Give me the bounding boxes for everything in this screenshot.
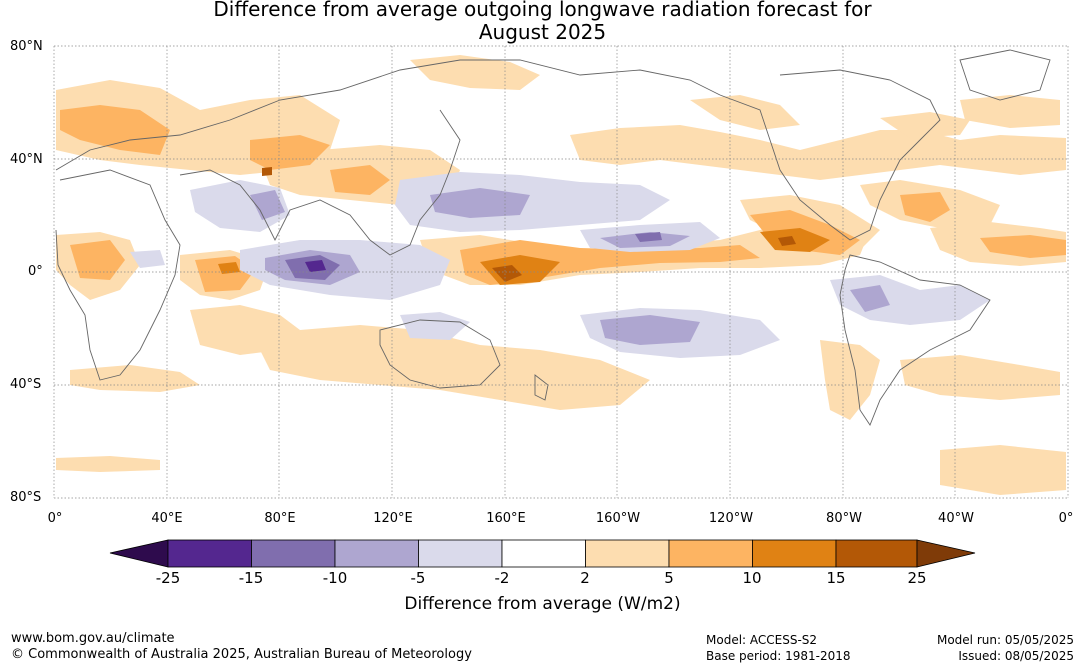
colorbar-bin [501,539,586,568]
colorbar-over-triangle [916,539,976,568]
colorbar-bin [418,539,503,568]
footer-website[interactable]: www.bom.gov.au/climate [11,631,175,646]
colorbar [109,539,976,568]
colorbar-tick: -2 [494,569,510,587]
lon-label-160e: 160°E [486,511,526,526]
lat-label-80n: 80°N [10,39,43,54]
footer-base-period: Base period: 1981-2018 [706,649,851,663]
colorbar-bin [668,539,753,568]
negative-anomaly-very-strong-regions [305,260,326,272]
coastlines [55,49,1051,426]
lat-label-80s: 80°S [10,490,42,505]
lat-label-40s: 40°S [10,377,42,392]
lon-label-120e: 120°E [373,511,413,526]
colorbar-bin [251,539,336,568]
title-line-1: Difference from average outgoing longwav… [213,0,872,21]
footer-model: Model: ACCESS-S2 [706,633,818,647]
positive-anomaly-very-strong-regions [262,167,796,282]
colorbar-tick: 25 [907,569,927,587]
lon-label-40e: 40°E [151,511,183,526]
colorbar-tick: 10 [742,569,762,587]
colorbar-bin [167,539,252,568]
footer-copyright: © Commonwealth of Australia 2025, Austra… [11,647,472,662]
colorbar-bin [585,539,670,568]
anomaly-map [53,45,1069,499]
colorbar-tick: -15 [238,569,264,587]
colorbar-tick: -10 [322,569,348,587]
colorbar-tick: -5 [410,569,426,587]
map-title: Difference from average outgoing longwav… [0,0,1085,44]
lat-label-40n: 40°N [10,152,43,167]
colorbar-bin [752,539,837,568]
colorbar-tick: 5 [664,569,674,587]
graticule [53,45,1069,499]
colorbar-tick: 2 [580,569,590,587]
colorbar-tick: -25 [155,569,181,587]
positive-anomaly-medium-regions [60,105,1066,292]
footer-issued: Issued: 08/05/2025 [958,649,1074,663]
lon-label-40w: 40°W [938,511,974,526]
lon-label-160w: 160°W [595,511,641,526]
lon-label-80e: 80°E [264,511,296,526]
colorbar-tick: 15 [826,569,846,587]
colorbar-bin [334,539,419,568]
positive-anomaly-strong-regions [218,228,830,285]
lon-label-0-right: 0° [1058,511,1074,526]
title-line-2: August 2025 [478,20,607,44]
lon-label-120w: 120°W [708,511,754,526]
lon-label-80w: 80°W [826,511,862,526]
lon-label-0: 0° [47,511,63,526]
colorbar-title: Difference from average (W/m2) [404,594,681,614]
colorbar-bin [835,539,918,568]
footer-model-run: Model run: 05/05/2025 [936,633,1074,647]
lat-label-equator: 0° [28,264,43,279]
colorbar-under-triangle [109,539,169,568]
